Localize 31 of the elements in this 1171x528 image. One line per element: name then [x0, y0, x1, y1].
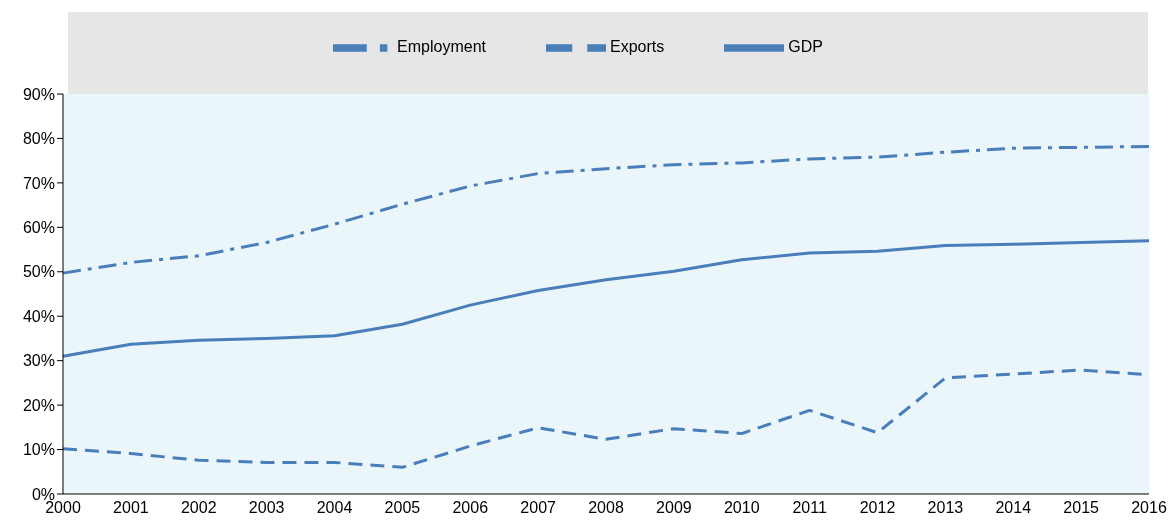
x-tick-label: 2004	[316, 499, 353, 517]
x-tick-label: 2009	[656, 499, 692, 517]
y-tick-label: 40%	[22, 307, 55, 325]
y-tick-label: 50%	[22, 263, 55, 281]
line-series	[61, 239, 1151, 358]
x-tick-label: 2008	[588, 499, 624, 517]
y-tick-label: 60%	[22, 219, 55, 237]
y-tick-label: 80%	[22, 130, 55, 148]
x-tick-label: 2001	[113, 499, 149, 517]
line-series	[61, 144, 1151, 275]
x-tick-label: 2013	[927, 499, 964, 517]
x-tick-label: 2006	[452, 499, 489, 517]
y-tick-label: 70%	[22, 174, 55, 192]
x-tick-label: 2014	[995, 499, 1032, 517]
x-tick-label: 2015	[1063, 499, 1100, 517]
x-tick-label: 2003	[248, 499, 285, 517]
x-tick-label: 2010	[723, 499, 760, 517]
x-tick-label: 2007	[520, 499, 557, 517]
legend-label: Employment	[397, 38, 486, 56]
x-tick-label: 2005	[384, 499, 421, 517]
x-tick-label: 2002	[180, 499, 217, 517]
y-tick-label: 30%	[22, 352, 55, 370]
x-tick-label: 2012	[859, 499, 896, 517]
x-tick-label: 2000	[45, 499, 81, 517]
y-tick-label: 90%	[22, 85, 55, 103]
legend-label: Exports	[610, 38, 665, 56]
x-tick-label: 2011	[792, 499, 827, 517]
y-tick-label: 20%	[22, 396, 55, 414]
x-tick-label: 2016	[1131, 499, 1167, 517]
legend-label: GDP	[788, 38, 823, 56]
y-tick-label: 10%	[22, 441, 55, 459]
